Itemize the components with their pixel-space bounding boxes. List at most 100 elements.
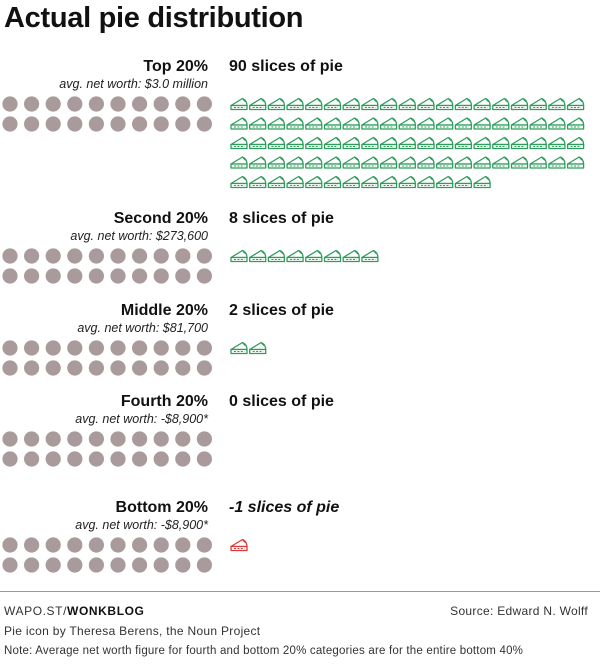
population-dot [45,268,61,284]
footer-icon-credit: Pie icon by Theresa Berens, the Noun Pro… [4,624,261,638]
pie-slice-icon [267,97,286,111]
population-dots-svg [2,431,212,467]
population-dot [45,340,61,356]
population-dot [110,248,126,264]
group-label: Top 20% [143,58,208,75]
population-dot [67,116,83,132]
pie-slice-icon [286,117,304,130]
pie-slice-icon [249,136,267,150]
population-dot [67,451,83,467]
pie-slice-icon [379,117,398,130]
population-dot [2,360,18,376]
population-dot [132,268,148,284]
pie-slice-icon [454,117,473,130]
population-dots-svg [2,537,212,573]
population-dot [2,268,18,284]
pie-slice-icon [417,175,435,189]
population-dot [2,340,18,356]
pie-slices [228,247,598,267]
negative-pie-slice-icon [230,538,248,552]
pie-slice-icon [510,97,529,111]
population-dot [132,116,148,132]
pie-slice-icon [361,156,379,169]
pie-slice-icon [342,175,360,189]
footer-source: Source: Edward N. Wolff [450,604,588,618]
pie-slice-icon [361,249,379,263]
pie-slice-icon [417,97,435,111]
population-dot [2,557,18,573]
pie-slice-icon [230,249,248,263]
pie-slice-icon [342,249,360,263]
population-dot [24,360,40,376]
population-dots [0,536,215,580]
population-dot [88,360,104,376]
pie-slice-icon [379,97,398,111]
population-dot [67,268,83,284]
population-dot [175,537,191,553]
population-dot [132,340,148,356]
pie-slice-icon [529,136,547,150]
population-dot [88,248,104,264]
population-dots [0,430,215,474]
population-dot [153,96,169,112]
pie-slice-icon [548,136,566,150]
population-dot [24,557,40,573]
pie-slices [228,339,598,359]
population-dot [196,96,212,112]
population-dot [2,537,18,553]
group-slices-label: 2 slices of pie [229,302,334,319]
population-dots [0,247,215,291]
population-dot [196,431,212,447]
population-dot [88,537,104,553]
population-dot [196,116,212,132]
population-dot [175,248,191,264]
population-dot [24,537,40,553]
pie-slice-icon [436,97,454,111]
population-dot [196,248,212,264]
population-dot [2,96,18,112]
pie-slice-icon [473,97,491,111]
pie-slice-icon [249,341,267,355]
group-slices-label: 8 slices of pie [229,210,334,227]
pie-slice-icon [323,156,342,169]
pie-slice-icon [379,175,398,189]
population-dot [196,268,212,284]
pie-slices-svg [230,97,585,189]
population-dot [132,360,148,376]
population-dot [45,431,61,447]
population-dot [153,248,169,264]
population-dot [45,557,61,573]
population-dots [0,95,215,139]
population-dot [67,340,83,356]
footer-brand[interactable]: WAPO.ST/WONKBLOG [4,604,145,618]
pie-slice-icon [492,117,510,130]
population-dot [110,268,126,284]
population-dots-svg [2,248,212,284]
pie-slice-icon [398,97,416,111]
population-dot [110,340,126,356]
pie-slice-icon [249,175,267,189]
population-dot [153,340,169,356]
population-dot [24,116,40,132]
pie-slice-icon [436,117,454,130]
pie-slice-icon [398,156,416,169]
population-dot [110,431,126,447]
population-dot [175,557,191,573]
footer-note: Note: Average net worth figure for fourt… [4,645,524,657]
pie-slice-icon [379,136,398,150]
group-net-worth: avg. net worth: $3.0 million [59,77,208,91]
pie-slice-icon [454,156,473,169]
population-dots-svg [2,96,212,132]
population-dot [175,340,191,356]
pie-slice-icon [342,156,360,169]
population-dot [88,340,104,356]
population-dot [45,451,61,467]
population-dot [67,557,83,573]
pie-slice-icon [417,136,435,150]
pie-slice-icon [323,136,342,150]
population-dot [45,537,61,553]
group-net-worth: avg. net worth: $81,700 [77,321,208,335]
population-dot [88,451,104,467]
population-dot [132,96,148,112]
population-dot [67,248,83,264]
